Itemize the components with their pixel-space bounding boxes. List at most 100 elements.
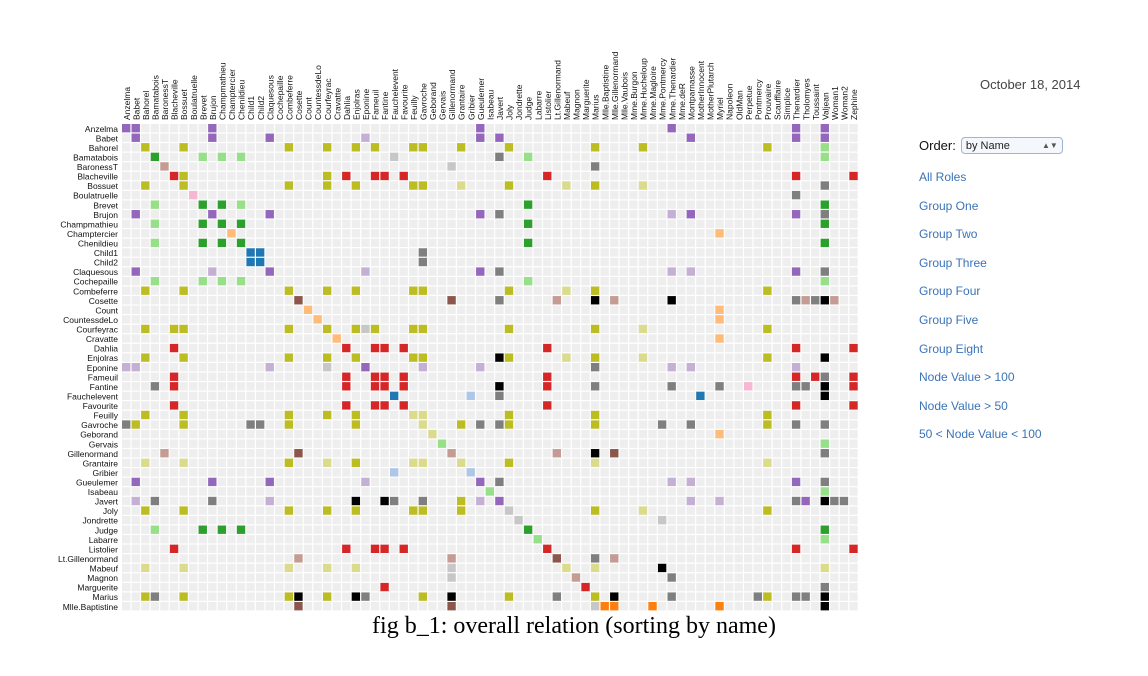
matrix-cell-Mlle.Baptistine-Mlle.Baptistine[interactable] [600, 602, 609, 611]
matrix-cell-Gavroche-Babet[interactable] [131, 420, 140, 429]
matrix-cell-Champmathieu-Valjean[interactable] [820, 219, 829, 228]
matrix-cell-Bamatabois-Chenildieu[interactable] [236, 152, 246, 162]
matrix-cell-Mabeuf-Combeferre[interactable] [284, 563, 294, 573]
matrix-cell-Cosette-Mme.Thenardier[interactable] [667, 296, 676, 305]
matrix-cell-Marius-Bahorel[interactable] [141, 592, 150, 601]
matrix-cell-Favourite-Dahlia[interactable] [342, 401, 351, 410]
matrix-cell-Combeferre-Enjolras[interactable] [351, 286, 361, 295]
matrix-cell-Enjolras-Joly[interactable] [504, 353, 514, 362]
filter-group-two[interactable]: Group Two [919, 227, 978, 242]
matrix-cell-Claquesous-Valjean[interactable] [820, 267, 829, 276]
matrix-cell-Cochepaille-Champmathieu[interactable] [217, 276, 227, 286]
matrix-cell-Gavroche-Mme.Pontmercy[interactable] [657, 420, 667, 429]
matrix-cell-Javert-Enjolras[interactable] [351, 496, 361, 506]
filter-group-one[interactable]: Group One [919, 198, 979, 213]
matrix-cell-Courfeyrac-Combeferre[interactable] [284, 324, 294, 334]
matrix-cell-Fauchelevent-Javert[interactable] [495, 391, 504, 401]
matrix-cell-Grantaire-Bahorel[interactable] [141, 458, 150, 467]
matrix-cell-Feuilly-Combeferre[interactable] [284, 410, 294, 420]
filter-group-three[interactable]: Group Three [919, 255, 987, 270]
matrix-cell-Babet-Montparnasse[interactable] [686, 133, 695, 142]
matrix-cell-Fauchelevent-MotherInnocent[interactable] [696, 391, 705, 401]
matrix-cell-Marius-Enjolras[interactable] [351, 592, 361, 601]
matrix-cell-Eponine-Claquesous[interactable] [265, 363, 274, 372]
matrix-cell-Javert-Fantine[interactable] [380, 496, 389, 506]
matrix-cell-Courfeyrac-Marius[interactable] [590, 324, 600, 334]
matrix-cell-Javert-Gueulemer[interactable] [476, 496, 485, 506]
matrix-cell-Gillenormand-Mlle.Gillenormand[interactable] [610, 449, 619, 458]
matrix-cell-Gillenormand-Valjean[interactable] [820, 449, 829, 458]
matrix-cell-Cochepaille-Judge[interactable] [523, 276, 533, 286]
matrix-cell-Bamatabois-Champmathieu[interactable] [217, 152, 227, 162]
matrix-cell-Marius-Prouvaire[interactable] [763, 592, 772, 601]
matrix-cell-CountessdeLo-CountessdeLo[interactable] [313, 315, 322, 324]
matrix-cell-Courfeyrac-Feuilly[interactable] [409, 324, 418, 334]
matrix-cell-Cochepaille-Chenildieu[interactable] [236, 276, 246, 286]
matrix-cell-Mabeuf-Mabeuf[interactable] [562, 563, 571, 573]
matrix-cell-Marguerite-Marguerite[interactable] [581, 582, 590, 592]
matrix-cell-Gavroche-Prouvaire[interactable] [763, 420, 772, 429]
matrix-cell-Eponine-Babet[interactable] [131, 363, 140, 372]
matrix-cell-Combeferre-Mabeuf[interactable] [562, 286, 571, 295]
matrix-cell-Labarre-Valjean[interactable] [820, 535, 829, 544]
matrix-cell-Blacheville-Listolier[interactable] [543, 171, 552, 181]
matrix-cell-Grantaire-Feuilly[interactable] [409, 458, 418, 467]
matrix-cell-Gavroche-Marius[interactable] [590, 420, 600, 429]
matrix-cell-Gavroche-Montparnasse[interactable] [686, 420, 695, 429]
matrix-cell-Magnon-Mme.Thenardier[interactable] [667, 573, 676, 582]
matrix-cell-Chenildieu-Valjean[interactable] [820, 238, 829, 248]
matrix-cell-Javert-Bamatabois[interactable] [150, 496, 160, 506]
matrix-cell-Gueulemer-Eponine[interactable] [361, 477, 370, 487]
matrix-cell-Bamatabois-Fauchelevent[interactable] [389, 152, 399, 162]
matrix-cell-Marius-Combeferre[interactable] [284, 592, 294, 601]
matrix-cell-Combeferre-Gavroche[interactable] [418, 286, 428, 295]
matrix-cell-Geborand-Myriel[interactable] [715, 429, 724, 439]
matrix-cell-Bahorel-Bossuet[interactable] [179, 143, 188, 152]
matrix-cell-Eponine-Thenardier[interactable] [791, 363, 801, 372]
matrix-cell-Joly-Feuilly[interactable] [409, 506, 418, 515]
matrix-cell-Fantine-Marius[interactable] [590, 382, 600, 391]
matrix-cell-Mabeuf-Bossuet[interactable] [179, 563, 188, 573]
matrix-cell-Eponine-Anzelma[interactable] [122, 363, 131, 372]
matrix-cell-Javert-Thenardier[interactable] [791, 496, 801, 506]
matrix-cell-Mabeuf-Courfeyrac[interactable] [322, 563, 332, 573]
matrix-cell-Marius-Gavroche[interactable] [418, 592, 428, 601]
matrix-cell-Marius-Mme.Thenardier[interactable] [667, 592, 676, 601]
matrix-cell-Mabeuf-Gillenormand[interactable] [447, 563, 456, 573]
matrix-cell-Brujon-Mme.Thenardier[interactable] [667, 210, 676, 219]
matrix-cell-Mabeuf-Bahorel[interactable] [141, 563, 150, 573]
matrix-cell-Grantaire-Joly[interactable] [504, 458, 514, 467]
matrix-cell-Combeferre-Combeferre[interactable] [284, 286, 294, 295]
matrix-cell-Gueulemer-Javert[interactable] [495, 477, 504, 487]
matrix-cell-Marius-Lt.Gillenormand[interactable] [552, 592, 562, 601]
matrix-cell-Bossuet-Gavroche[interactable] [418, 181, 428, 190]
matrix-cell-Dahlia-Fameuil[interactable] [370, 343, 380, 353]
matrix-cell-Listolier-Zephine[interactable] [849, 544, 858, 553]
matrix-cell-Marguerite-Valjean[interactable] [820, 582, 829, 592]
matrix-cell-Cochepaille-Bamatabois[interactable] [150, 276, 160, 286]
matrix-cell-Labarre-Labarre[interactable] [533, 535, 542, 544]
matrix-cell-Bahorel-Gavroche[interactable] [418, 143, 428, 152]
matrix-cell-Claquesous-Mme.Thenardier[interactable] [667, 267, 676, 276]
matrix-cell-Anzelma-Thenardier[interactable] [791, 124, 801, 133]
matrix-cell-Cosette-Thenardier[interactable] [791, 296, 801, 305]
matrix-cell-Gueulemer-Babet[interactable] [131, 477, 140, 487]
matrix-cell-Blacheville-Courfeyrac[interactable] [322, 171, 332, 181]
matrix-cell-Fameuil-Zephine[interactable] [849, 372, 858, 381]
matrix-cell-Bamatabois-Brevet[interactable] [198, 152, 207, 162]
matrix-cell-Bahorel-Grantaire[interactable] [456, 143, 466, 152]
matrix-cell-Champtercier-Myriel[interactable] [715, 229, 724, 238]
matrix-cell-Javert-Javert[interactable] [495, 496, 504, 506]
matrix-cell-Eponine-Mme.Thenardier[interactable] [667, 363, 676, 372]
matrix-cell-Fantine-Blacheville[interactable] [169, 382, 179, 391]
matrix-cell-Child1-Child1[interactable] [246, 248, 255, 257]
matrix-cell-Eponine-Gavroche[interactable] [418, 363, 428, 372]
matrix-cell-Eponine-Marius[interactable] [590, 363, 600, 372]
matrix-cell-BaronessT-Marius[interactable] [590, 162, 600, 171]
matrix-cell-Javert-Babet[interactable] [131, 496, 140, 506]
matrix-cell-Enjolras-Mme.Hucheloup[interactable] [638, 353, 648, 362]
matrix-cell-Marius-Bamatabois[interactable] [150, 592, 160, 601]
matrix-cell-Dahlia-Blacheville[interactable] [169, 343, 179, 353]
matrix-cell-Listolier-Favourite[interactable] [399, 544, 408, 553]
matrix-cell-Claquesous-Claquesous[interactable] [265, 267, 274, 276]
